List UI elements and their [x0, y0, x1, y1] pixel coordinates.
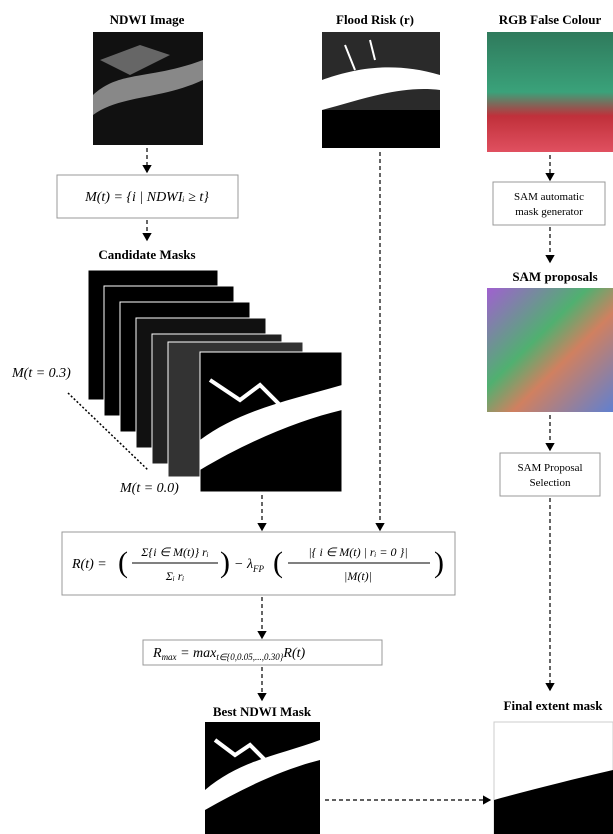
generator-line: mask generator [515, 206, 583, 218]
threshold-formula: M(t) = {i | NDWIᵢ ≥ t} [84, 190, 209, 205]
proposals-image [487, 288, 613, 412]
end: R(t) [282, 646, 305, 661]
ndwi-title: NDWI Image [110, 12, 185, 27]
r: R [152, 646, 162, 661]
flood-title: Flood Risk (r) [336, 12, 414, 27]
paren: ( [273, 546, 283, 579]
candidate-title: Candidate Masks [98, 247, 195, 262]
rgb-image [487, 32, 613, 152]
bottom-label: M(t = 0.0) [119, 481, 179, 496]
selection-line: SAM Proposal [517, 462, 582, 474]
selection-box [500, 453, 600, 496]
top-label: M(t = 0.3) [11, 366, 71, 381]
mid: = max [177, 646, 218, 661]
paren: ) [220, 546, 230, 579]
selection-line: Selection [530, 477, 571, 489]
lhs: R(t) = [71, 557, 107, 572]
rgb-title: RGB False Colour [499, 12, 602, 27]
num1: Σ{i ∈ M(t)} rᵢ [140, 545, 209, 559]
generator-box [493, 182, 605, 225]
candidate-stack [88, 270, 342, 492]
mid-sub: t∈{0,0.05,...,0.30} [216, 652, 283, 662]
best-image [205, 722, 320, 834]
best-title: Best NDWI Mask [213, 704, 312, 719]
r-sub: max [162, 652, 177, 662]
proposals-title: SAM proposals [512, 269, 597, 284]
den2: |M(t)| [344, 569, 372, 583]
paren: ) [434, 546, 444, 579]
num2: |{ i ∈ M(t) | rᵢ = 0 }| [308, 545, 407, 559]
lambda-symbol: − λ [234, 557, 253, 572]
final-image [494, 722, 613, 834]
lambda-sub: FP [252, 564, 264, 574]
paren: ( [118, 546, 128, 579]
final-title: Final extent mask [504, 698, 604, 713]
generator-line: SAM automatic [514, 191, 584, 203]
ndwi-image [93, 32, 203, 145]
diagram: NDWI Image Flood Risk (r) RGB False Colo… [0, 0, 613, 834]
den1: Σᵢ rᵢ [165, 569, 185, 583]
flood-image [322, 32, 440, 148]
